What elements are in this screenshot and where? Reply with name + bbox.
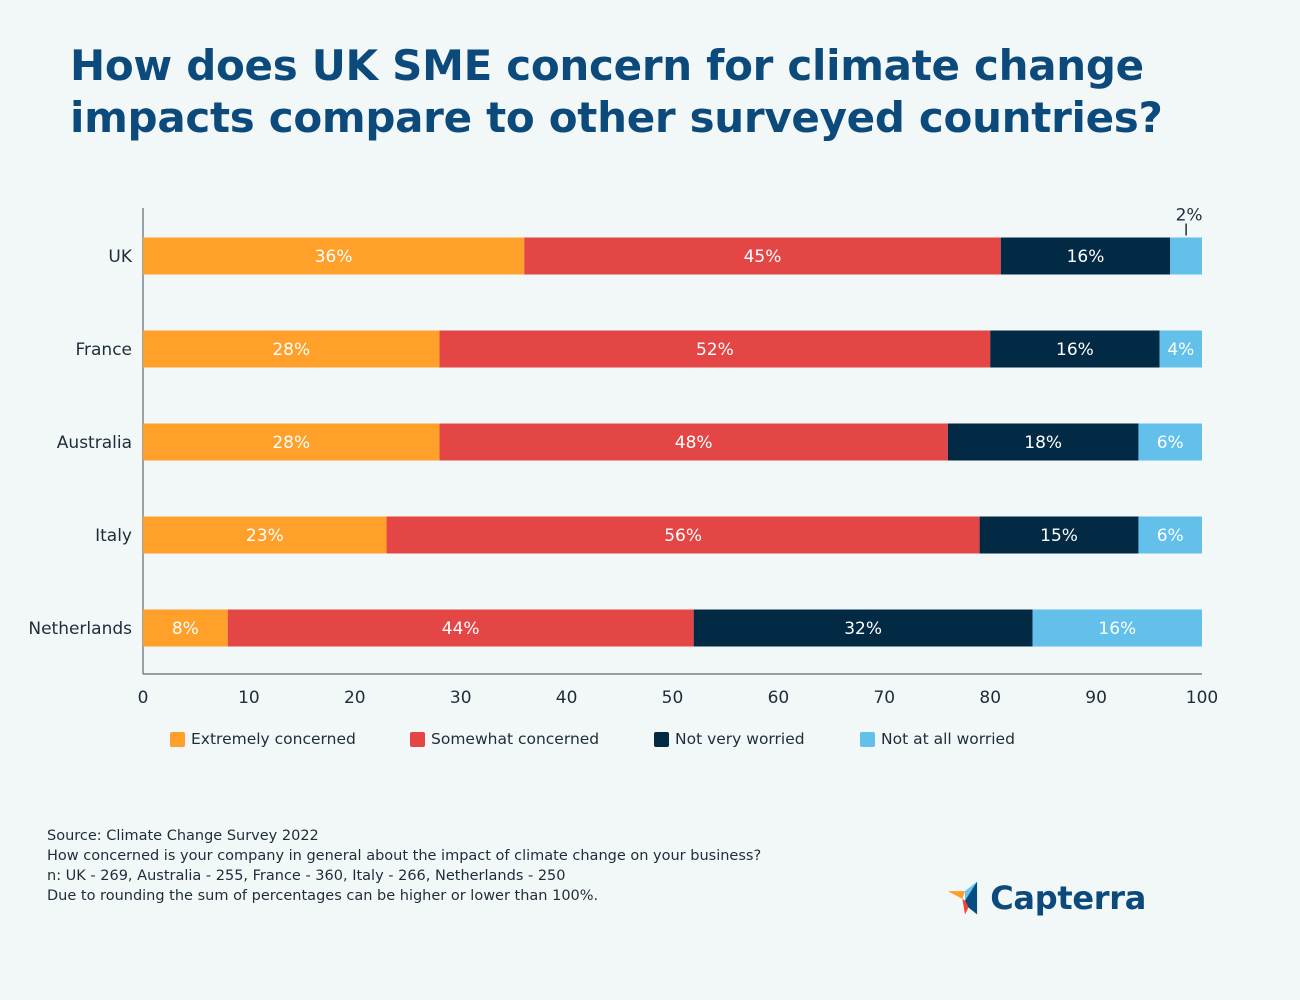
y-category-label: UK xyxy=(108,247,132,267)
bar-segment xyxy=(227,609,694,647)
y-category-label: France xyxy=(75,340,132,360)
legend-label: Extremely concerned xyxy=(191,730,356,748)
x-tick-label: 40 xyxy=(556,688,578,708)
bar-segment xyxy=(143,609,228,647)
data-label: 36% xyxy=(315,247,353,267)
data-label: 45% xyxy=(744,247,782,267)
x-tick-label: 0 xyxy=(138,688,149,708)
legend-item-somewhat-concerned: Somewhat concerned xyxy=(410,730,599,748)
x-tick-label: 80 xyxy=(979,688,1001,708)
stacked-bar-chart: 0 10 20 30 40 50 60 70 80 90 100 UK 36% 45% 16% 2% Franc… xyxy=(28,206,1218,709)
x-tick-label: 70 xyxy=(873,688,895,708)
data-label: 16% xyxy=(1067,247,1105,267)
bar-segment xyxy=(1138,423,1202,461)
bar-segment xyxy=(386,516,980,554)
bar-segment xyxy=(439,423,948,461)
data-label: 28% xyxy=(272,340,310,360)
y-category-label: Netherlands xyxy=(28,619,132,639)
data-label: 52% xyxy=(696,340,734,360)
legend-item-extremely-concerned: Extremely concerned xyxy=(170,730,356,748)
legend-item-not-very-worried: Not very worried xyxy=(654,730,805,748)
data-label: 56% xyxy=(664,526,702,546)
data-label: 8% xyxy=(172,619,199,639)
y-category-label: Italy xyxy=(95,526,132,546)
x-tick-label: 100 xyxy=(1186,688,1218,708)
data-label: 6% xyxy=(1157,433,1184,453)
bar-segment xyxy=(990,330,1160,368)
legend-label: Not very worried xyxy=(675,730,805,748)
legend-swatch xyxy=(654,731,669,747)
footnote-rounding: Due to rounding the sum of percentages c… xyxy=(47,888,599,904)
chart-title: How does UK SME concern for climate chan… xyxy=(70,41,1163,142)
bar-segment xyxy=(143,330,440,368)
bar-segment xyxy=(1159,330,1202,368)
bar-segment xyxy=(143,516,387,554)
legend-label: Not at all worried xyxy=(881,730,1015,748)
legend-swatch xyxy=(860,731,875,747)
brand-name: Capterra xyxy=(990,879,1146,917)
data-label: 6% xyxy=(1157,526,1184,546)
x-tick-label: 10 xyxy=(238,688,260,708)
footnote-source: Source: Climate Change Survey 2022 xyxy=(47,828,319,844)
bar-segment xyxy=(143,237,525,275)
legend-swatch xyxy=(170,731,185,747)
footnote-sample-size: n: UK - 269, Australia - 255, France - 3… xyxy=(47,868,566,884)
data-label: 16% xyxy=(1056,340,1094,360)
bar-segment xyxy=(947,423,1139,461)
bar-segment xyxy=(1000,237,1171,275)
capterra-logo: Capterra xyxy=(946,875,1146,921)
bar-segment xyxy=(1170,237,1202,275)
x-tick-label: 50 xyxy=(662,688,684,708)
footnotes: Source: Climate Change Survey 2022 How c… xyxy=(47,826,867,906)
bar-segment xyxy=(979,516,1139,554)
x-tick-label: 20 xyxy=(344,688,366,708)
legend-item-not-at-all-worried: Not at all worried xyxy=(860,730,1015,748)
x-tick-label: 90 xyxy=(1085,688,1107,708)
data-label: 4% xyxy=(1167,340,1194,360)
capterra-arrow-icon xyxy=(947,881,978,915)
bar-segment xyxy=(1032,609,1202,647)
data-label: 28% xyxy=(272,433,310,453)
data-label: 48% xyxy=(675,433,713,453)
data-label: 15% xyxy=(1040,526,1078,546)
bar-segment xyxy=(143,423,440,461)
bar-segment xyxy=(693,609,1033,647)
data-label: 32% xyxy=(844,619,882,639)
data-label: 2% xyxy=(1176,206,1203,226)
bar-segment xyxy=(524,237,1001,275)
bar-segment xyxy=(1138,516,1202,554)
data-label: 23% xyxy=(246,526,284,546)
legend-label: Somewhat concerned xyxy=(431,730,600,748)
bar-segment xyxy=(439,330,991,368)
chart-legend: Extremely concerned Somewhat concerned N… xyxy=(170,730,1170,754)
y-category-label: Australia xyxy=(57,433,132,453)
data-label: 44% xyxy=(442,619,480,639)
footnote-question: How concerned is your company in general… xyxy=(47,848,762,864)
data-label: 18% xyxy=(1024,433,1062,453)
x-tick-label: 30 xyxy=(450,688,472,708)
data-label: 16% xyxy=(1098,619,1136,639)
x-tick-label: 60 xyxy=(768,688,790,708)
legend-swatch xyxy=(410,731,425,747)
